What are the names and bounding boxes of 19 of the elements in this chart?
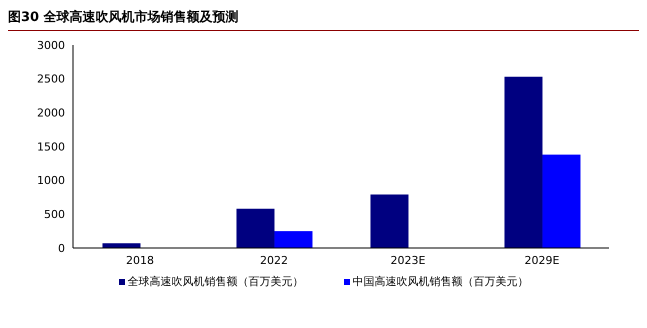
x-tick-label: 2029E [524,254,560,267]
y-tick-label: 2500 [37,72,65,86]
chart-title: 图30 全球高速吹风机市场销售额及预测 [8,8,639,31]
y-tick-label: 500 [44,208,65,222]
legend-label: 中国高速吹风机销售额（百万美元） [352,274,528,289]
y-tick-label: 1500 [37,140,65,154]
y-tick-label: 0 [58,242,65,255]
y-tick-label: 1000 [37,174,65,188]
bar [274,231,312,248]
legend-label: 全球高速吹风机销售额（百万美元） [128,274,304,289]
bar [370,194,408,248]
x-tick-label: 2022 [260,254,288,267]
x-tick-label: 2023E [390,254,426,267]
bar [236,208,274,248]
y-tick-label: 3000 [37,38,65,52]
bar [504,76,542,248]
x-tick-label: 2018 [126,254,154,267]
bar [542,154,580,248]
y-tick-label: 2000 [37,106,65,120]
